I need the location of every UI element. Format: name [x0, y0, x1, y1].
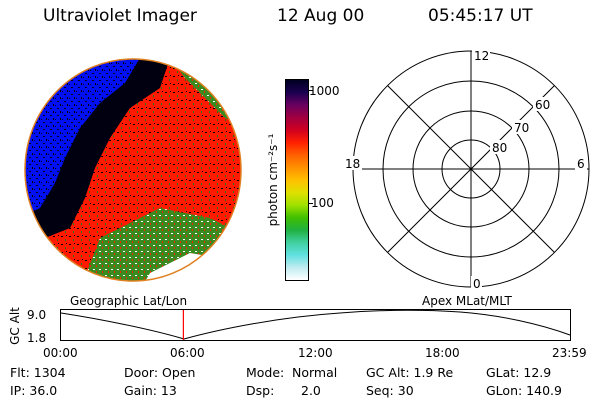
info-mode-label: Mode: [246, 365, 285, 380]
info-door: Door: Open [124, 365, 196, 380]
polar-diagonal-2 [387, 85, 555, 253]
colorbar-tick-1000: 1000 [309, 84, 340, 98]
timeline-apex-label: Apex MLat/MLT [422, 294, 512, 308]
info-ip: IP: 36.0 [10, 383, 58, 398]
colorbar-tickmark-1000 [309, 90, 313, 91]
altitude-timeline [60, 309, 571, 341]
info-mode-value: Normal [292, 365, 338, 380]
info-seq: Seq: 30 [366, 383, 414, 398]
info-gain: Gain: 13 [124, 383, 177, 398]
info-dsp-value: 2.0 [301, 383, 321, 398]
timeline-geographic-label: Geographic Lat/Lon [70, 294, 188, 308]
timeline-x-tick-1800: 18:00 [425, 346, 460, 360]
timeline-y-tick-low: 1.8 [27, 331, 47, 345]
polar-label-0: 0 [473, 277, 481, 291]
timeline-axis-title: GC Alt [8, 307, 22, 345]
polar-label-6: 6 [577, 157, 585, 171]
polar-label-80: 80 [492, 141, 507, 155]
colorbar-tickmark-100 [309, 203, 313, 204]
info-flight: Flt: 1304 [10, 365, 66, 380]
observation-date: 12 Aug 00 [277, 6, 365, 26]
info-gc-alt: GC Alt: 1.9 Re [366, 365, 454, 380]
polar-grid: 12 0 18 6 60 70 80 [344, 48, 590, 291]
polar-label-70: 70 [514, 121, 529, 135]
colorbar [285, 79, 309, 281]
uv-image-disk [24, 58, 242, 282]
timeline-y-tick-high: 9.0 [27, 308, 47, 322]
timeline-x-tick-1200: 12:00 [298, 346, 333, 360]
polar-label-18: 18 [345, 157, 360, 171]
timeline-frame [60, 309, 571, 341]
colorbar-tick-100: 100 [311, 196, 334, 210]
timeline-x-tick-0600: 06:00 [170, 346, 205, 360]
info-glat: GLat: 12.9 [486, 365, 552, 380]
polar-label-60: 60 [535, 98, 550, 112]
timeline-x-tick-2359: 23:59 [552, 346, 587, 360]
observation-time: 05:45:17 UT [428, 6, 533, 26]
disk-limb [24, 58, 242, 282]
info-dsp-label: Dsp: [246, 383, 275, 398]
info-glon: GLon: 140.9 [486, 383, 562, 398]
colorbar-units-label: photon cm⁻²s⁻¹ [266, 133, 280, 227]
instrument-title: Ultraviolet Imager [43, 6, 197, 26]
timeline-x-tick-0000: 00:00 [43, 346, 78, 360]
polar-label-12: 12 [474, 49, 489, 63]
altitude-curve [60, 309, 571, 340]
